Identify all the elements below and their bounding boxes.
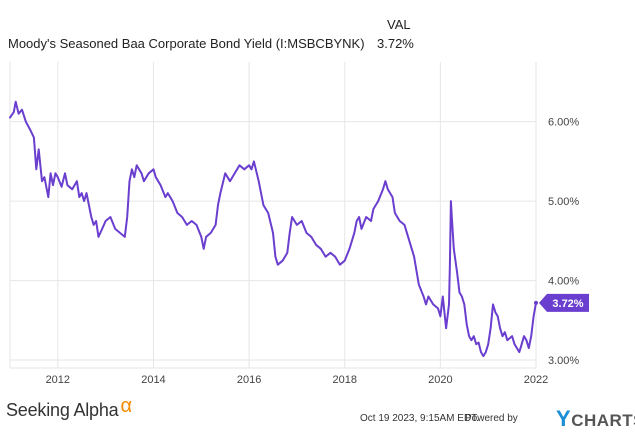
x-axis-ticks: 2012 2014 2016 2018 2020 2022 [46, 374, 549, 386]
legend-header: VAL Moody's Seasoned Baa Corporate Bond … [0, 0, 635, 60]
legend-column-header: VAL [387, 17, 411, 32]
legend-series-value: 3.72% [377, 36, 414, 51]
chart-gridlines [9, 62, 537, 369]
y-tick-label: 4.00% [548, 276, 579, 288]
series-last-point [534, 300, 538, 305]
brand-text: Seeking Alpha [6, 400, 119, 420]
powered-by-label: Powered by [465, 413, 518, 424]
y-tick-label: 6.00% [548, 117, 579, 129]
x-tick-label: 2022 [524, 374, 548, 386]
chart-timestamp: Oct 19 2023, 9:15AM EDT. [360, 413, 479, 424]
x-tick-label: 2012 [46, 374, 70, 386]
last-value-badge-label: 3.72% [552, 298, 583, 310]
ycharts-logo-text: CHARTS [571, 411, 635, 430]
ycharts-logo[interactable]: YCHARTS [556, 406, 635, 432]
x-tick-label: 2018 [332, 374, 356, 386]
y-tick-label: 5.00% [548, 196, 579, 208]
last-value-badge-shape [539, 293, 589, 312]
y-tick-label: 3.00% [548, 355, 579, 367]
seeking-alpha-logo: Seeking Alpha α [6, 395, 132, 422]
alpha-icon: α [120, 395, 133, 417]
chart-series [9, 100, 538, 358]
line-chart: 2012 2014 2016 2018 2020 2022 3.00% 4.00% 5.00%… [9, 62, 589, 386]
legend-series-name[interactable]: Moody's Seasoned Baa Corporate Bond Yiel… [8, 36, 365, 51]
series-line [9, 100, 537, 358]
last-value-badge: 3.72% [539, 293, 589, 312]
y-axis-ticks: 3.00% 4.00% 5.00% 6.00% [548, 117, 579, 367]
x-tick-label: 2020 [428, 374, 452, 386]
ycharts-logo-mark: Y [556, 406, 572, 431]
x-tick-label: 2014 [141, 374, 165, 386]
x-tick-label: 2016 [237, 374, 261, 386]
